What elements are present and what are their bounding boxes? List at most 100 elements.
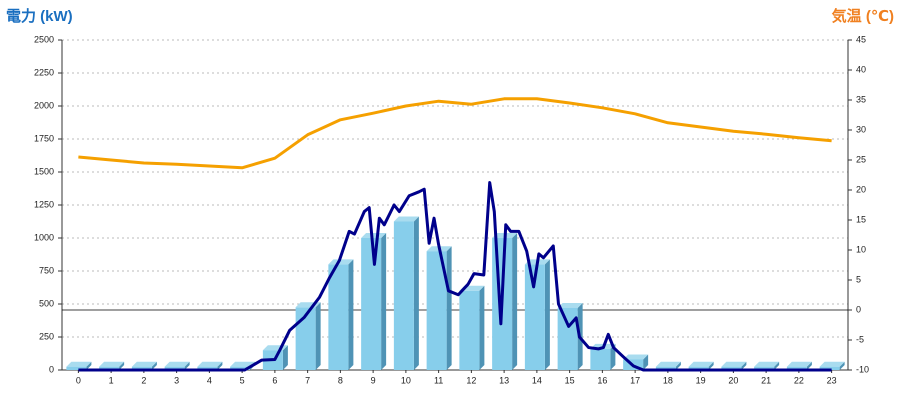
bar-side <box>151 361 157 370</box>
bar <box>66 366 87 370</box>
bar <box>459 290 480 370</box>
bar-side <box>479 285 485 370</box>
y2-axis-title: 気温 (℃) <box>832 7 894 25</box>
x-tick-label: 7 <box>305 375 310 385</box>
bar-side <box>348 259 354 370</box>
bar-side <box>675 361 681 370</box>
bar-side <box>217 361 223 370</box>
bar-top <box>754 361 780 367</box>
bar <box>164 366 185 370</box>
y-tick-label: 500 <box>39 298 54 308</box>
x-tick-label: 1 <box>109 375 114 385</box>
y-tick-label: 0 <box>49 364 54 374</box>
line <box>78 181 832 372</box>
x-tick-label: 11 <box>434 375 443 385</box>
bar-side <box>544 259 550 370</box>
bar <box>197 366 218 370</box>
y2-tick-label: -10 <box>856 364 869 374</box>
x-tick-label: 21 <box>761 375 771 385</box>
x-tick-label: 19 <box>696 375 706 385</box>
bar <box>426 251 447 370</box>
bar-top <box>819 361 845 367</box>
bar <box>786 366 807 370</box>
bar <box>131 366 152 370</box>
bar-top <box>164 361 190 367</box>
y-tick-label: 1000 <box>34 232 54 242</box>
bar-top <box>721 361 747 367</box>
bar <box>688 366 709 370</box>
bar <box>819 366 840 370</box>
bar-top <box>328 259 354 265</box>
bar <box>99 366 120 370</box>
bar <box>393 221 414 370</box>
bar <box>590 348 611 370</box>
y2-tick-label: 25 <box>856 154 866 164</box>
x-tick-label: 13 <box>499 375 509 385</box>
x-tick-label: 16 <box>597 375 607 385</box>
bar-top <box>131 361 157 367</box>
y-axis-title: 電力 (kW) <box>6 7 73 25</box>
x-tick-label: 15 <box>565 375 575 385</box>
y2-tick-label: 5 <box>856 274 861 284</box>
bar <box>655 366 676 370</box>
bar-side <box>512 233 518 370</box>
x-tick-label: 22 <box>794 375 804 385</box>
x-tick-label: 3 <box>174 375 179 385</box>
bar-side <box>119 361 125 370</box>
bar-top <box>655 361 681 367</box>
x-tick-label: 6 <box>272 375 277 385</box>
y-tick-label: 1250 <box>34 199 54 209</box>
y2-tick-label: 40 <box>856 64 866 74</box>
bar-side <box>708 361 714 370</box>
x-tick-label: 10 <box>401 375 411 385</box>
x-tick-label: 4 <box>207 375 212 385</box>
y-tick-label: 250 <box>39 331 54 341</box>
y2-tick-label: -5 <box>856 334 864 344</box>
bar-top <box>393 216 419 222</box>
bar-side <box>806 361 812 370</box>
x-tick-label: 5 <box>240 375 245 385</box>
bar <box>361 238 382 370</box>
bar <box>721 366 742 370</box>
x-tick-label: 2 <box>141 375 146 385</box>
x-tick-label: 12 <box>466 375 476 385</box>
bar-side <box>315 302 321 370</box>
y-tick-label: 2000 <box>34 100 54 110</box>
bar-side <box>741 361 747 370</box>
bar <box>230 366 251 370</box>
y-tick-label: 1500 <box>34 166 54 176</box>
y2-tick-label: 0 <box>856 304 861 314</box>
bar-top <box>230 361 256 367</box>
y-tick-label: 1750 <box>34 133 54 143</box>
y2-tick-label: 15 <box>856 214 866 224</box>
bar <box>328 264 349 370</box>
y-tick-label: 2500 <box>34 34 54 44</box>
bar-top <box>66 361 92 367</box>
x-tick-label: 20 <box>728 375 738 385</box>
x-tick-label: 0 <box>76 375 81 385</box>
bar-side <box>446 246 452 370</box>
bar-side <box>413 216 419 370</box>
bar-side <box>184 361 190 370</box>
bar-side <box>839 361 845 370</box>
x-tick-label: 9 <box>371 375 376 385</box>
line <box>78 97 832 170</box>
bar-side <box>610 343 616 370</box>
x-tick-label: 8 <box>338 375 343 385</box>
y2-tick-label: 35 <box>856 94 866 104</box>
bar <box>754 366 775 370</box>
bar <box>557 307 578 370</box>
bar-side <box>643 354 649 370</box>
bar-top <box>99 361 125 367</box>
y2-tick-label: 20 <box>856 184 866 194</box>
y2-tick-label: 10 <box>856 244 866 254</box>
bar-side <box>381 233 387 370</box>
y-tick-label: 750 <box>39 265 54 275</box>
x-tick-label: 14 <box>532 375 542 385</box>
bar-top <box>688 361 714 367</box>
bar-top <box>361 233 387 238</box>
bar-top <box>557 302 583 308</box>
y-tick-label: 2250 <box>34 67 54 77</box>
x-tick-label: 23 <box>827 375 837 385</box>
